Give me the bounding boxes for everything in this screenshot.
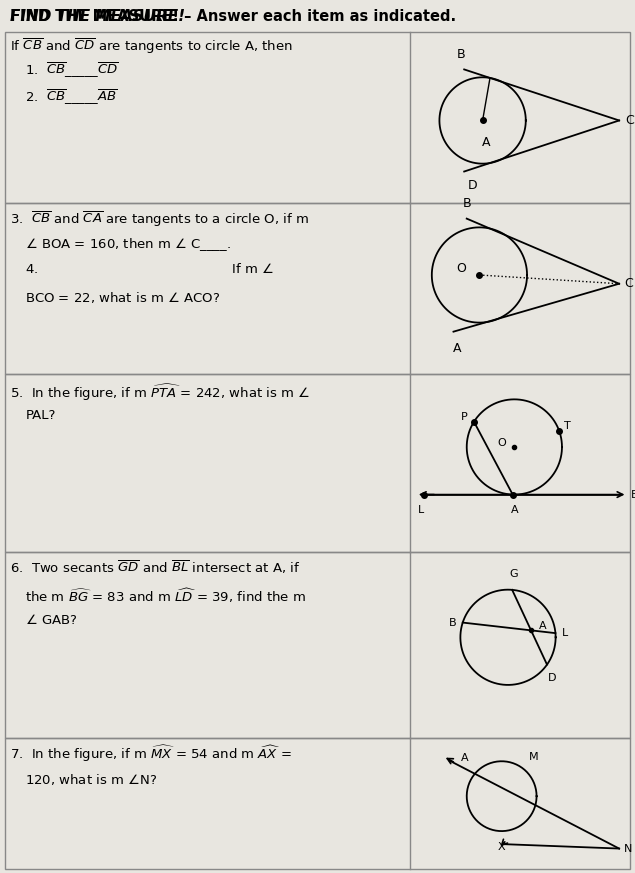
Text: B: B — [631, 490, 635, 499]
Text: PAL?: PAL? — [25, 409, 56, 422]
Text: 4.                                              If m $\angle$: 4. If m $\angle$ — [25, 262, 274, 276]
Text: A: A — [481, 136, 490, 149]
Text: 120, what is m $\angle$N?: 120, what is m $\angle$N? — [25, 772, 157, 787]
Text: O: O — [497, 437, 506, 448]
Text: X: X — [498, 842, 505, 851]
Text: M: M — [529, 753, 539, 762]
Text: $\angle$ BOA = 160, then m $\angle$ C____.: $\angle$ BOA = 160, then m $\angle$ C___… — [25, 236, 231, 252]
Text: G: G — [510, 569, 518, 580]
Text: P: P — [461, 412, 467, 423]
Text: A: A — [511, 505, 518, 515]
Text: O: O — [457, 262, 467, 274]
Bar — [5, 203, 630, 374]
Text: B: B — [449, 617, 457, 628]
Bar — [5, 552, 630, 738]
Text: C: C — [624, 278, 633, 290]
Bar — [5, 32, 630, 203]
Text: 1.  $\overline{CB}$_____$\overline{CD}$: 1. $\overline{CB}$_____$\overline{CD}$ — [25, 61, 119, 80]
Text: L: L — [562, 629, 568, 638]
Text: D: D — [548, 673, 556, 684]
Text: BCO = 22, what is m $\angle$ ACO?: BCO = 22, what is m $\angle$ ACO? — [25, 290, 220, 305]
Text: 2.  $\overline{CB}$_____$\overline{AB}$: 2. $\overline{CB}$_____$\overline{AB}$ — [25, 87, 118, 107]
Text: the m $\widehat{BG}$ = 83 and m $\widehat{LD}$ = 39, find the m: the m $\widehat{BG}$ = 83 and m $\wideha… — [25, 587, 306, 605]
Text: N: N — [624, 843, 632, 854]
Text: FIND THE MEASURE!: FIND THE MEASURE! — [10, 9, 185, 24]
Text: 5.  In the figure, if m $\widehat{PTA}$ = 242, what is m $\angle$: 5. In the figure, if m $\widehat{PTA}$ =… — [10, 382, 309, 402]
Text: B: B — [457, 48, 465, 61]
Text: 7.  In the figure, if m $\widehat{MX}$ = 54 and m $\widehat{AX}$ =: 7. In the figure, if m $\widehat{MX}$ = … — [10, 744, 291, 764]
Text: C: C — [625, 114, 634, 127]
Text: 3.  $\overline{CB}$ and $\overline{CA}$ are tangents to a circle O, if m: 3. $\overline{CB}$ and $\overline{CA}$ a… — [10, 210, 309, 229]
Text: D: D — [467, 178, 477, 191]
Text: $\angle$ GAB?: $\angle$ GAB? — [25, 613, 78, 627]
Text: B: B — [462, 197, 471, 210]
Text: A: A — [538, 621, 546, 631]
Text: FIND THE MEASURE! – Answer each item as indicated.: FIND THE MEASURE! – Answer each item as … — [10, 9, 456, 24]
Text: A: A — [452, 342, 461, 355]
Bar — [5, 738, 630, 869]
Bar — [5, 374, 630, 552]
Text: A: A — [461, 753, 469, 763]
Text: T: T — [564, 422, 571, 431]
Text: 6.  Two secants $\overline{GD}$ and $\overline{BL}$ intersect at A, if: 6. Two secants $\overline{GD}$ and $\ove… — [10, 559, 300, 576]
Text: If $\overline{CB}$ and $\overline{CD}$ are tangents to circle A, then: If $\overline{CB}$ and $\overline{CD}$ a… — [10, 37, 293, 56]
Text: L: L — [418, 505, 424, 515]
